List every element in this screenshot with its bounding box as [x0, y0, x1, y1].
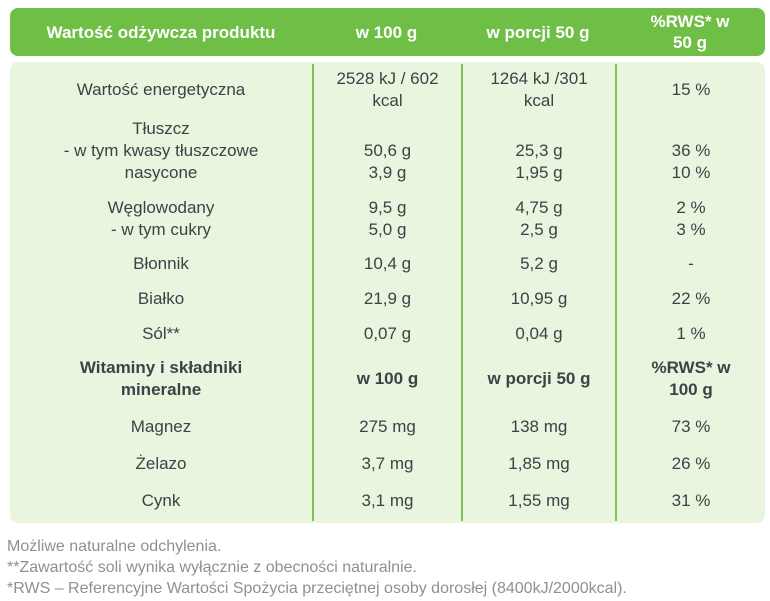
table-header-row: Wartość odżywcza produktu w 100 g w porc…: [10, 8, 765, 56]
row-label: Tłuszcz - w tym kwasy tłuszczowe nasycon…: [63, 119, 259, 182]
table-row-fiber: Błonnik 10,4 g 5,2 g -: [10, 246, 765, 281]
value-rws: 2 % 3 %: [615, 192, 765, 246]
table-row-zinc: Cynk 3,1 mg 1,55 mg 31 %: [10, 481, 765, 521]
row-label: Wartość energetyczna: [76, 80, 246, 99]
section-rws: %RWS* w 100 g: [615, 351, 765, 407]
table-row-iron: Żelazo 3,7 mg 1,85 mg 26 %: [10, 446, 765, 481]
nutrition-table: Wartość odżywcza produktu w 100 g w porc…: [10, 8, 765, 523]
footnote-rws-definition: *RWS – Referencyjne Wartości Spożycia pr…: [7, 580, 627, 597]
row-label: Cynk: [141, 491, 181, 510]
value-per-100g: 9,5 g 5,0 g: [312, 192, 461, 246]
header-cell-per-100g: w 100 g: [355, 22, 418, 42]
row-label: Węglowodany - w tym cukry: [107, 198, 215, 239]
value-rws: -: [615, 246, 765, 281]
value-per-100g: 10,4 g: [312, 246, 461, 281]
value-per-portion: 1264 kJ /301 kcal: [461, 64, 615, 116]
value-rws: 15 %: [615, 64, 765, 116]
value-per-portion: 4,75 g 2,5 g: [461, 192, 615, 246]
row-label: Sól**: [142, 323, 180, 343]
header-cell-per-portion: w porcji 50 g: [486, 22, 590, 42]
table-row-magnesium: Magnez 275 mg 138 mg 73 %: [10, 407, 765, 446]
value-per-100g: 3,1 mg: [312, 481, 461, 521]
value-rws: 73 %: [615, 407, 765, 446]
table-row-carbohydrates: Węglowodany - w tym cukry 9,5 g 5,0 g 4,…: [10, 192, 765, 246]
value-per-portion: 1,85 mg: [461, 446, 615, 481]
footnote-salt-content: **Zawartość soli wynika wyłącznie z obec…: [7, 559, 417, 576]
row-label: Żelazo: [135, 453, 187, 473]
value-per-100g: 2528 kJ / 602 kcal: [312, 64, 461, 116]
row-label: Białko: [137, 288, 185, 308]
value-rws: 26 %: [615, 446, 765, 481]
row-label: Magnez: [130, 416, 192, 436]
table-row-protein: Białko 21,9 g 10,95 g 22 %: [10, 281, 765, 316]
table-row-energy: Wartość energetyczna 2528 kJ / 602 kcal …: [10, 64, 765, 116]
value-per-100g: 50,6 g 3,9 g: [312, 116, 461, 192]
value-rws: 1 %: [615, 316, 765, 351]
table-row-salt: Sól** 0,07 g 0,04 g 1 %: [10, 316, 765, 351]
value-per-portion: 25,3 g 1,95 g: [461, 116, 615, 192]
row-label: Błonnik: [133, 253, 189, 273]
value-per-portion: 5,2 g: [461, 246, 615, 281]
value-rws: 31 %: [615, 481, 765, 521]
value-per-100g: 21,9 g: [312, 281, 461, 316]
section-per-100g: w 100 g: [312, 351, 461, 407]
value-per-portion: 138 mg: [461, 407, 615, 446]
table-row-fat: Tłuszcz - w tym kwasy tłuszczowe nasycon…: [10, 116, 765, 192]
value-per-100g: 275 mg: [312, 407, 461, 446]
value-per-100g: 0,07 g: [312, 316, 461, 351]
section-label: Witaminy i składniki mineralne: [79, 358, 243, 399]
header-cell-rws: %RWS* w 50 g: [650, 12, 730, 52]
table-section-row-vitamins-minerals: Witaminy i składniki mineralne w 100 g w…: [10, 351, 765, 407]
value-rws: 22 %: [615, 281, 765, 316]
section-per-portion: w porcji 50 g: [461, 351, 615, 407]
footnotes: Możliwe naturalne odchylenia. **Zawartoś…: [7, 536, 765, 599]
table-body: Wartość energetyczna 2528 kJ / 602 kcal …: [10, 62, 765, 523]
value-per-100g: 3,7 mg: [312, 446, 461, 481]
value-rws: 36 % 10 %: [615, 116, 765, 192]
value-per-portion: 1,55 mg: [461, 481, 615, 521]
value-per-portion: 0,04 g: [461, 316, 615, 351]
header-cell-nutrient: Wartość odżywcza produktu: [46, 22, 276, 42]
value-per-portion: 10,95 g: [461, 281, 615, 316]
footnote-natural-deviations: Możliwe naturalne odchylenia.: [7, 538, 222, 555]
